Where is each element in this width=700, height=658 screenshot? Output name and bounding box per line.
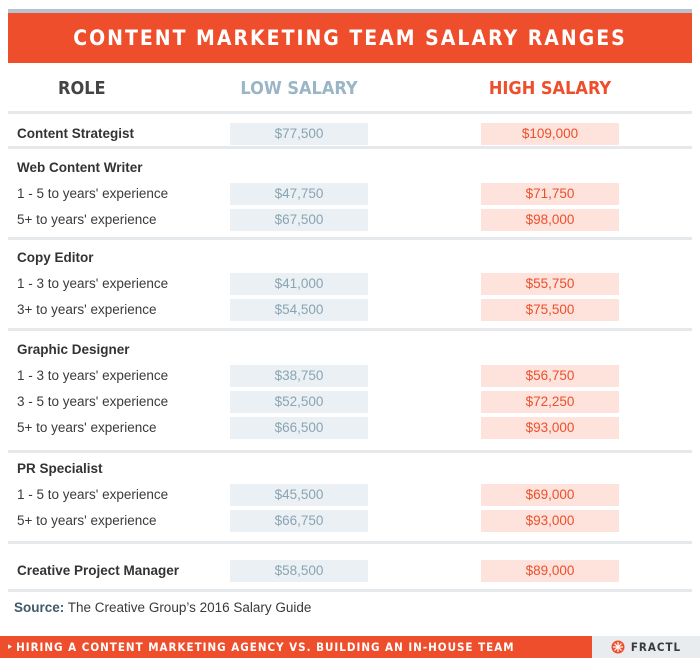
low-salary-cell: $66,500 bbox=[230, 417, 368, 439]
role-label: PR Specialist bbox=[17, 461, 103, 476]
section-divider bbox=[8, 146, 692, 149]
role-label: Creative Project Manager bbox=[17, 563, 180, 578]
low-salary-cell: $52,500 bbox=[230, 391, 368, 413]
column-header-high-salary: HIGH SALARY bbox=[488, 78, 612, 99]
source-text: The Creative Group’s 2016 Salary Guide bbox=[67, 600, 312, 615]
column-header-low-salary: LOW SALARY bbox=[240, 78, 358, 99]
experience-label: 5+ to years' experience bbox=[17, 212, 157, 227]
high-salary-cell: $71,750 bbox=[481, 183, 619, 205]
fractl-logo-icon bbox=[611, 640, 625, 654]
section-divider bbox=[8, 589, 692, 592]
footer-text: HIRING A CONTENT MARKETING AGENCY VS. BU… bbox=[16, 640, 515, 654]
low-salary-cell: $45,500 bbox=[230, 484, 368, 506]
footer-link[interactable]: ▸ HIRING A CONTENT MARKETING AGENCY VS. … bbox=[0, 636, 592, 658]
low-salary-cell: $38,750 bbox=[230, 365, 368, 387]
section-divider bbox=[8, 541, 692, 544]
high-salary-cell: $72,250 bbox=[481, 391, 619, 413]
experience-label: 1 - 5 to years' experience bbox=[17, 186, 169, 201]
column-header-role: ROLE bbox=[58, 78, 106, 99]
low-salary-cell: $54,500 bbox=[230, 299, 368, 321]
role-label: Content Strategist bbox=[17, 126, 135, 141]
experience-label: 1 - 3 to years' experience bbox=[17, 276, 169, 291]
high-salary-cell: $93,000 bbox=[481, 510, 619, 532]
low-salary-cell: $47,750 bbox=[230, 183, 368, 205]
section-divider bbox=[8, 450, 692, 453]
high-salary-cell: $89,000 bbox=[481, 560, 619, 582]
low-salary-cell: $41,000 bbox=[230, 273, 368, 295]
chevron-right-icon: ▸ bbox=[8, 642, 14, 652]
role-label: Graphic Designer bbox=[17, 342, 130, 357]
brand-name: FRACTL bbox=[630, 640, 682, 654]
high-salary-cell: $109,000 bbox=[481, 123, 619, 145]
low-salary-cell: $77,500 bbox=[230, 123, 368, 145]
high-salary-cell: $98,000 bbox=[481, 209, 619, 231]
source-label: Source: bbox=[14, 600, 65, 615]
footer-banner: ▸ HIRING A CONTENT MARKETING AGENCY VS. … bbox=[0, 636, 700, 658]
section-divider bbox=[8, 111, 692, 114]
experience-label: 1 - 3 to years' experience bbox=[17, 368, 169, 383]
high-salary-cell: $75,500 bbox=[481, 299, 619, 321]
experience-label: 3+ to years' experience bbox=[17, 302, 157, 317]
experience-label: 1 - 5 to years' experience bbox=[17, 487, 169, 502]
low-salary-cell: $67,500 bbox=[230, 209, 368, 231]
top-accent-strip bbox=[8, 9, 692, 13]
experience-label: 5+ to years' experience bbox=[17, 513, 157, 528]
section-divider bbox=[8, 328, 692, 331]
high-salary-cell: $69,000 bbox=[481, 484, 619, 506]
page-title: CONTENT MARKETING TEAM SALARY RANGES bbox=[73, 26, 627, 50]
source-note: Source: The Creative Group’s 2016 Salary… bbox=[14, 598, 311, 618]
role-label: Web Content Writer bbox=[17, 160, 143, 175]
high-salary-cell: $56,750 bbox=[481, 365, 619, 387]
brand-box: FRACTL bbox=[592, 636, 700, 658]
low-salary-cell: $66,750 bbox=[230, 510, 368, 532]
low-salary-cell: $58,500 bbox=[230, 560, 368, 582]
section-divider bbox=[8, 237, 692, 240]
title-banner: CONTENT MARKETING TEAM SALARY RANGES bbox=[8, 13, 692, 63]
high-salary-cell: $55,750 bbox=[481, 273, 619, 295]
experience-label: 3 - 5 to years' experience bbox=[17, 394, 169, 409]
high-salary-cell: $93,000 bbox=[481, 417, 619, 439]
experience-label: 5+ to years' experience bbox=[17, 420, 157, 435]
role-label: Copy Editor bbox=[17, 250, 94, 265]
